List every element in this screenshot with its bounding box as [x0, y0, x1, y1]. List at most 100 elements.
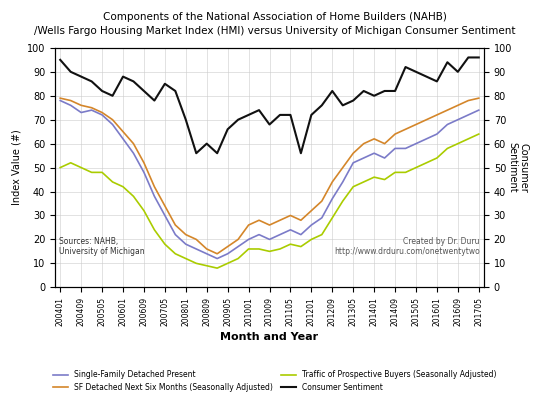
SF Detached Next Six Months (Seasonally Adjusted) — [298, 218, 304, 223]
Single-Family Detached Present — [381, 156, 388, 160]
SF Detached Next Six Months (Seasonally Adjusted) — [224, 244, 231, 249]
Text: /Wells Fargo Housing Market Index (HMI) versus University of Michigan Consumer S: /Wells Fargo Housing Market Index (HMI) … — [34, 26, 516, 36]
Consumer Sentiment — [392, 89, 398, 93]
Single-Family Detached Present — [360, 156, 367, 160]
Traffic of Prospective Buyers (Seasonally Adjusted) — [329, 215, 336, 220]
Line: SF Detached Next Six Months (Seasonally Adjusted): SF Detached Next Six Months (Seasonally … — [60, 98, 478, 254]
Traffic of Prospective Buyers (Seasonally Adjusted) — [287, 242, 294, 247]
Consumer Sentiment — [256, 108, 262, 113]
SF Detached Next Six Months (Seasonally Adjusted) — [109, 117, 116, 122]
Text: Components of the National Association of Home Builders (NAHB): Components of the National Association o… — [103, 12, 447, 22]
Consumer Sentiment — [308, 113, 315, 117]
Single-Family Detached Present — [214, 256, 221, 261]
SF Detached Next Six Months (Seasonally Adjusted) — [350, 151, 356, 156]
Traffic of Prospective Buyers (Seasonally Adjusted) — [78, 165, 85, 170]
Traffic of Prospective Buyers (Seasonally Adjusted) — [68, 160, 74, 165]
SF Detached Next Six Months (Seasonally Adjusted) — [99, 110, 106, 115]
Single-Family Detached Present — [204, 251, 210, 256]
Single-Family Detached Present — [78, 110, 85, 115]
X-axis label: Month and Year: Month and Year — [221, 332, 318, 342]
Traffic of Prospective Buyers (Seasonally Adjusted) — [371, 175, 377, 180]
Traffic of Prospective Buyers (Seasonally Adjusted) — [423, 160, 430, 165]
Traffic of Prospective Buyers (Seasonally Adjusted) — [162, 242, 168, 247]
Consumer Sentiment — [287, 113, 294, 117]
Single-Family Detached Present — [298, 232, 304, 237]
Consumer Sentiment — [193, 151, 200, 156]
Consumer Sentiment — [339, 103, 346, 108]
Traffic of Prospective Buyers (Seasonally Adjusted) — [308, 237, 315, 242]
SF Detached Next Six Months (Seasonally Adjusted) — [475, 96, 482, 101]
Traffic of Prospective Buyers (Seasonally Adjusted) — [99, 170, 106, 175]
SF Detached Next Six Months (Seasonally Adjusted) — [371, 136, 377, 141]
Consumer Sentiment — [245, 113, 252, 117]
SF Detached Next Six Months (Seasonally Adjusted) — [381, 141, 388, 146]
Consumer Sentiment — [402, 65, 409, 69]
Traffic of Prospective Buyers (Seasonally Adjusted) — [120, 184, 127, 189]
Traffic of Prospective Buyers (Seasonally Adjusted) — [350, 184, 356, 189]
Traffic of Prospective Buyers (Seasonally Adjusted) — [475, 132, 482, 136]
Traffic of Prospective Buyers (Seasonally Adjusted) — [183, 256, 189, 261]
Traffic of Prospective Buyers (Seasonally Adjusted) — [204, 263, 210, 268]
Consumer Sentiment — [224, 127, 231, 132]
Consumer Sentiment — [214, 151, 221, 156]
Traffic of Prospective Buyers (Seasonally Adjusted) — [298, 244, 304, 249]
Consumer Sentiment — [475, 55, 482, 60]
Traffic of Prospective Buyers (Seasonally Adjusted) — [266, 249, 273, 254]
Single-Family Detached Present — [402, 146, 409, 151]
Consumer Sentiment — [141, 89, 147, 93]
Consumer Sentiment — [89, 79, 95, 84]
Single-Family Detached Present — [266, 237, 273, 242]
Consumer Sentiment — [329, 89, 336, 93]
Single-Family Detached Present — [392, 146, 398, 151]
SF Detached Next Six Months (Seasonally Adjusted) — [433, 113, 440, 117]
SF Detached Next Six Months (Seasonally Adjusted) — [204, 247, 210, 251]
SF Detached Next Six Months (Seasonally Adjusted) — [68, 98, 74, 103]
SF Detached Next Six Months (Seasonally Adjusted) — [162, 203, 168, 208]
Traffic of Prospective Buyers (Seasonally Adjusted) — [130, 194, 137, 199]
SF Detached Next Six Months (Seasonally Adjusted) — [444, 108, 450, 113]
Traffic of Prospective Buyers (Seasonally Adjusted) — [412, 165, 419, 170]
Consumer Sentiment — [423, 74, 430, 79]
SF Detached Next Six Months (Seasonally Adjusted) — [454, 103, 461, 108]
Consumer Sentiment — [130, 79, 137, 84]
Traffic of Prospective Buyers (Seasonally Adjusted) — [454, 141, 461, 146]
SF Detached Next Six Months (Seasonally Adjusted) — [423, 117, 430, 122]
Consumer Sentiment — [371, 93, 377, 98]
SF Detached Next Six Months (Seasonally Adjusted) — [308, 208, 315, 213]
Single-Family Detached Present — [235, 244, 241, 249]
Single-Family Detached Present — [350, 160, 356, 165]
Single-Family Detached Present — [151, 194, 158, 199]
Single-Family Detached Present — [57, 98, 64, 103]
SF Detached Next Six Months (Seasonally Adjusted) — [360, 141, 367, 146]
SF Detached Next Six Months (Seasonally Adjusted) — [329, 180, 336, 184]
Consumer Sentiment — [99, 89, 106, 93]
Consumer Sentiment — [120, 74, 127, 79]
Consumer Sentiment — [277, 113, 283, 117]
SF Detached Next Six Months (Seasonally Adjusted) — [89, 105, 95, 110]
SF Detached Next Six Months (Seasonally Adjusted) — [277, 218, 283, 223]
Consumer Sentiment — [235, 117, 241, 122]
SF Detached Next Six Months (Seasonally Adjusted) — [256, 218, 262, 223]
Single-Family Detached Present — [89, 108, 95, 113]
Single-Family Detached Present — [454, 117, 461, 122]
Traffic of Prospective Buyers (Seasonally Adjusted) — [433, 156, 440, 160]
SF Detached Next Six Months (Seasonally Adjusted) — [120, 129, 127, 134]
Traffic of Prospective Buyers (Seasonally Adjusted) — [444, 146, 450, 151]
Single-Family Detached Present — [318, 215, 325, 220]
Single-Family Detached Present — [68, 103, 74, 108]
SF Detached Next Six Months (Seasonally Adjusted) — [412, 122, 419, 127]
Consumer Sentiment — [318, 103, 325, 108]
Traffic of Prospective Buyers (Seasonally Adjusted) — [214, 266, 221, 271]
SF Detached Next Six Months (Seasonally Adjusted) — [151, 184, 158, 189]
Traffic of Prospective Buyers (Seasonally Adjusted) — [245, 247, 252, 251]
Consumer Sentiment — [151, 98, 158, 103]
SF Detached Next Six Months (Seasonally Adjusted) — [392, 132, 398, 136]
SF Detached Next Six Months (Seasonally Adjusted) — [245, 223, 252, 227]
Traffic of Prospective Buyers (Seasonally Adjusted) — [256, 247, 262, 251]
SF Detached Next Six Months (Seasonally Adjusted) — [57, 96, 64, 101]
Traffic of Prospective Buyers (Seasonally Adjusted) — [392, 170, 398, 175]
Consumer Sentiment — [78, 74, 85, 79]
SF Detached Next Six Months (Seasonally Adjusted) — [183, 232, 189, 237]
Y-axis label: Consumer
Sentiment: Consumer Sentiment — [507, 142, 529, 193]
Traffic of Prospective Buyers (Seasonally Adjusted) — [141, 208, 147, 213]
